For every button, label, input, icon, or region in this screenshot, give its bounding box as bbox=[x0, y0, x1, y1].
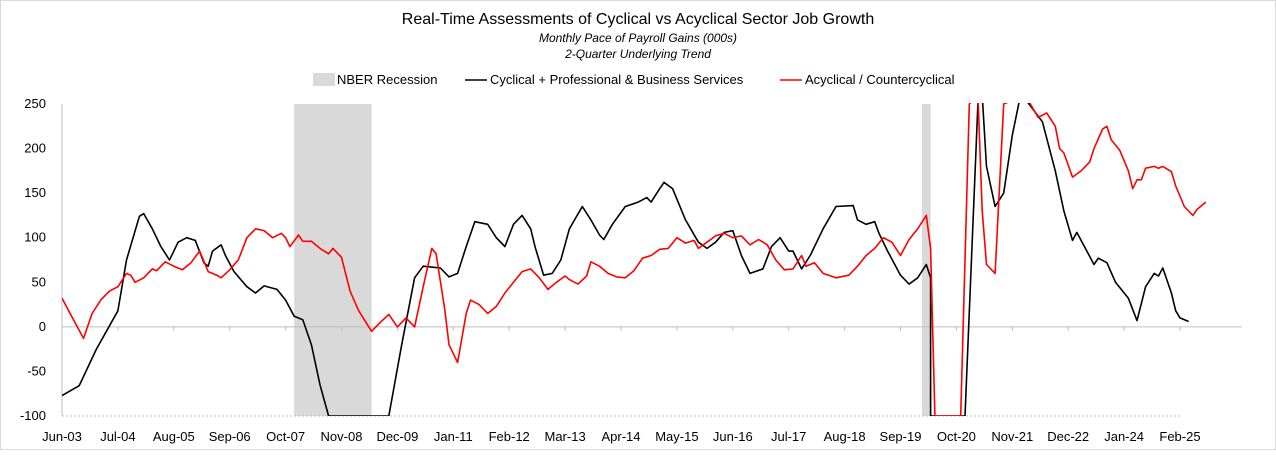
x-tick-label: Apr-14 bbox=[601, 429, 640, 444]
recession-bands bbox=[294, 104, 931, 416]
y-tick-label: 150 bbox=[24, 185, 46, 200]
x-tick-label: Mar-13 bbox=[545, 429, 586, 444]
legend-swatch-recession bbox=[313, 73, 335, 86]
x-tick-label: Jul-17 bbox=[771, 429, 806, 444]
legend-label-recession: NBER Recession bbox=[337, 72, 437, 87]
x-tick-label: Feb-25 bbox=[1159, 429, 1200, 444]
x-tick-label: Jun-16 bbox=[713, 429, 753, 444]
axes bbox=[61, 104, 1242, 417]
x-tick-label: Jan-11 bbox=[434, 429, 473, 444]
x-tick-label: Aug-05 bbox=[153, 429, 195, 444]
x-tick-label: Jun-03 bbox=[42, 429, 82, 444]
legend-label-acyclical: Acyclical / Countercyclical bbox=[805, 72, 955, 87]
x-axis-tick-labels: Jun-03 Jul-04 Aug-05 Sep-06 Oct-07 Nov-08 Dec-… bbox=[42, 429, 1200, 444]
x-tick-label: Nov-21 bbox=[991, 429, 1033, 444]
chart-subtitle-2: 2-Quarter Underlying Trend bbox=[564, 47, 711, 61]
series-lines bbox=[62, 103, 1207, 416]
x-tick-label: Oct-20 bbox=[937, 429, 976, 444]
y-tick-label: -100 bbox=[20, 408, 46, 423]
x-tick-label: May-15 bbox=[655, 429, 698, 444]
recession-band-1 bbox=[294, 104, 372, 416]
y-axis-tick-labels: 250 200 150 100 50 0 -50 -100 bbox=[20, 96, 46, 423]
x-tick-label: Jan-24 bbox=[1104, 429, 1144, 444]
x-tick-label: Dec-22 bbox=[1047, 429, 1089, 444]
x-tick-label: Nov-08 bbox=[321, 429, 363, 444]
series-line-acyclical bbox=[62, 103, 1207, 416]
chart-subtitle: Monthly Pace of Payroll Gains (000s) bbox=[539, 31, 737, 45]
legend-label-cyclical: Cyclical + Professional & Business Servi… bbox=[490, 72, 744, 87]
y-tick-label: 100 bbox=[24, 230, 46, 245]
legend: NBER Recession Cyclical + Professional &… bbox=[313, 72, 955, 87]
x-tick-label: Sep-06 bbox=[209, 429, 251, 444]
x-tick-label: Jul-04 bbox=[100, 429, 135, 444]
y-tick-label: 50 bbox=[32, 274, 46, 289]
y-tick-label: 250 bbox=[24, 96, 46, 111]
y-tick-label: 200 bbox=[24, 141, 46, 156]
y-tick-label: -50 bbox=[27, 363, 46, 378]
chart-title: Real-Time Assessments of Cyclical vs Acy… bbox=[402, 11, 874, 28]
x-tick-label: Feb-12 bbox=[489, 429, 530, 444]
y-tick-label: 0 bbox=[39, 319, 46, 334]
x-tick-label: Aug-18 bbox=[824, 429, 866, 444]
x-tick-label: Dec-09 bbox=[376, 429, 418, 444]
x-tick-label: Sep-19 bbox=[880, 429, 922, 444]
recession-band-2 bbox=[922, 104, 931, 416]
x-tick-label: Oct-07 bbox=[266, 429, 305, 444]
